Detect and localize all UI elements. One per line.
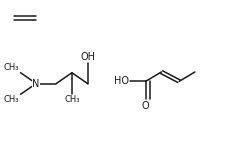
Text: OH: OH	[80, 52, 95, 62]
Text: CH₃: CH₃	[4, 63, 19, 72]
Text: CH₃: CH₃	[64, 95, 80, 104]
Text: N: N	[32, 78, 40, 89]
Text: HO: HO	[114, 76, 129, 86]
Text: CH₃: CH₃	[4, 95, 19, 104]
Text: O: O	[142, 101, 149, 111]
